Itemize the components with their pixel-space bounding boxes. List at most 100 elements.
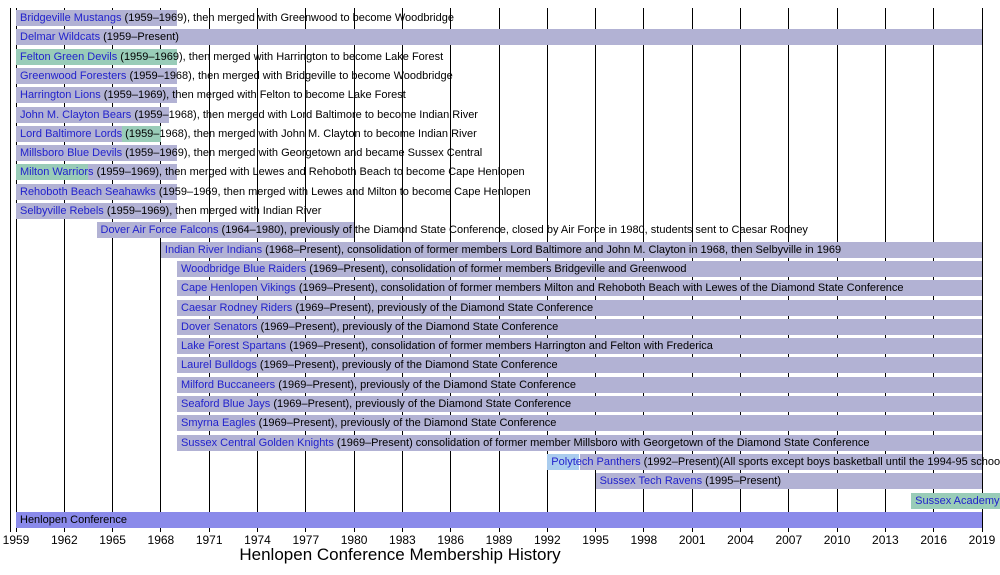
row-label: Woodbridge Blue Raiders (1969–Present), … [181,261,686,277]
team-row: Selbyville Rebels (1959–1969), then merg… [0,203,1000,219]
team-link[interactable]: Polytech Panthers [551,455,641,468]
bar-segment [16,10,177,26]
year-tick-label: 1980 [340,533,368,547]
team-link[interactable]: Lord Baltimore Lords [20,127,123,140]
row-label: Lord Baltimore Lords (1959–1968), then m… [20,126,477,142]
bar-segment [177,280,982,297]
team-note: (1969–Present), consolidation of former … [295,282,904,295]
bar-segment [122,125,161,142]
bar-segment [177,376,982,393]
team-link[interactable]: Laurel Bulldogs [181,359,257,372]
team-row: John M. Clayton Bears (1959–1968), then … [0,106,1000,123]
bar-segment [547,453,580,470]
row-label: Bridgeville Mustangs (1959–1969), then m… [20,10,454,26]
year-tick-label: 2013 [872,533,899,547]
bar-segment [96,222,355,239]
team-link[interactable]: John M. Clayton Bears [20,108,132,121]
team-note: (1959–1968), then merged with John M. Cl… [122,127,477,140]
bar-segment [16,164,89,181]
year-tick-label: 1977 [292,533,320,547]
bar-segment [595,473,982,490]
row-label: Harrington Lions (1959–1969), then merge… [20,87,406,103]
team-link[interactable]: Milford Buccaneers [181,378,276,391]
row-label: Cape Henlopen Vikings (1969–Present), co… [181,280,904,296]
team-link[interactable]: Woodbridge Blue Raiders [181,262,307,275]
team-link[interactable]: Felton Green Devils [20,50,118,63]
year-tick-label: 1986 [437,533,465,547]
team-note: (1969–Present), consolidation of former … [306,262,687,275]
team-link[interactable]: Seaford Blue Jays [181,398,271,410]
team-link[interactable]: Smyrna Eagles [181,417,256,430]
team-row: Milford Buccaneers (1969–Present), previ… [0,376,1000,393]
team-link[interactable]: Dover Senators [181,320,258,333]
row-label: Felton Green Devils (1959–1969), then me… [20,49,443,65]
team-row: Seaford Blue Jays (1969–Present), previo… [0,396,1000,412]
chart-title: Henlopen Conference Membership History [239,545,561,564]
year-tick-label: 2001 [678,533,706,547]
team-row: Milton Warriors (1959–1969), then merged… [0,164,1000,181]
conference-label: Henlopen Conference [20,513,128,526]
team-link[interactable]: Sussex Central Golden Knights [181,436,334,449]
row-label: Sussex Tech Ravens (1995–Present) [600,473,781,489]
team-row: Greenwood Foresters (1959–1968), then me… [0,67,1000,84]
team-link[interactable]: Caesar Rodney Riders [181,301,293,314]
row-label: John M. Clayton Bears (1959–1968), then … [20,107,478,123]
team-row: Cape Henlopen Vikings (1969–Present), co… [0,280,1000,297]
year-tick-label: 2019 [968,533,996,547]
bar-segment [16,203,177,219]
year-tick-label: 2004 [727,533,754,547]
row-label: Sussex Academy [915,493,999,509]
bar-segment [177,338,982,355]
bar-segment [160,241,982,258]
team-note: (1959–1969), then merged with Greenwood … [121,12,454,24]
bar-segment [16,106,169,123]
team-note: (1964–1980), previously of the Diamond S… [218,224,808,237]
year-tick-label: 1998 [630,533,658,547]
year-tick-label: 2007 [775,533,803,547]
team-link[interactable]: Bridgeville Mustangs [20,12,122,24]
team-row: Sussex Tech Ravens (1995–Present) [0,473,1000,490]
team-link[interactable]: Millsboro Blue Devils [20,147,123,160]
team-note: (1968–Present), consolidation of former … [262,243,842,256]
team-link[interactable]: Dover Air Force Falcons [100,224,219,237]
team-link[interactable]: Lake Forest Spartans [181,340,287,353]
year-tick-label: 1974 [244,533,271,547]
team-link[interactable]: Milton Warriors [20,166,94,179]
row-label: Indian River Indians (1968–Present), con… [165,242,841,258]
team-link[interactable]: Indian River Indians [164,243,263,256]
bar-segment [16,67,177,84]
bar-segment [177,299,982,316]
team-link[interactable]: Sussex Tech Ravens [599,475,703,488]
team-link[interactable]: Sussex Academy [915,494,1000,507]
row-label: Dover Senators (1969–Present), previousl… [181,319,558,335]
team-row: Henlopen Conference [0,511,1000,528]
bar-segment [16,125,123,142]
year-tick-label: 2016 [920,533,948,547]
bar-segment [177,357,982,374]
team-note: (1959–1969), then merged with Felton to … [100,89,406,102]
row-label: Polytech Panthers (1992–Present)(All spo… [551,454,1000,470]
team-note: (1969–Present) consolidation of former m… [333,436,870,449]
gridline-1968 [160,8,162,532]
team-link[interactable]: Cape Henlopen Vikings [181,282,296,295]
bar-segment [177,396,982,412]
team-link[interactable]: Greenwood Foresters [20,69,127,82]
row-label: Dover Air Force Falcons (1964–1980), pre… [101,222,808,238]
team-link[interactable]: Delmar Wildcats [20,31,101,44]
row-label: Sussex Central Golden Knights (1969–Pres… [181,435,869,451]
row-label: Smyrna Eagles (1969–Present), previously… [181,415,556,431]
year-tick-label: 1962 [50,533,78,547]
team-link[interactable]: Rehoboth Beach Seahawks [20,185,156,198]
team-row: Sussex Central Golden Knights (1969–Pres… [0,434,1000,451]
team-link[interactable]: Selbyville Rebels [20,205,104,217]
row-label: Milford Buccaneers (1969–Present), previ… [181,377,576,393]
team-note: (1959–1969, then merged with Lewes and M… [155,185,531,198]
team-note: (1969–Present), consolidation of former … [286,340,713,353]
bar-segment [16,48,177,65]
row-label: Henlopen Conference [20,512,127,528]
team-link[interactable]: Harrington Lions [20,89,101,102]
team-row: Bridgeville Mustangs (1959–1969), then m… [0,10,1000,26]
bar-segment [177,434,982,451]
bar-segment [16,511,982,528]
team-row: Smyrna Eagles (1969–Present), previously… [0,415,1000,432]
